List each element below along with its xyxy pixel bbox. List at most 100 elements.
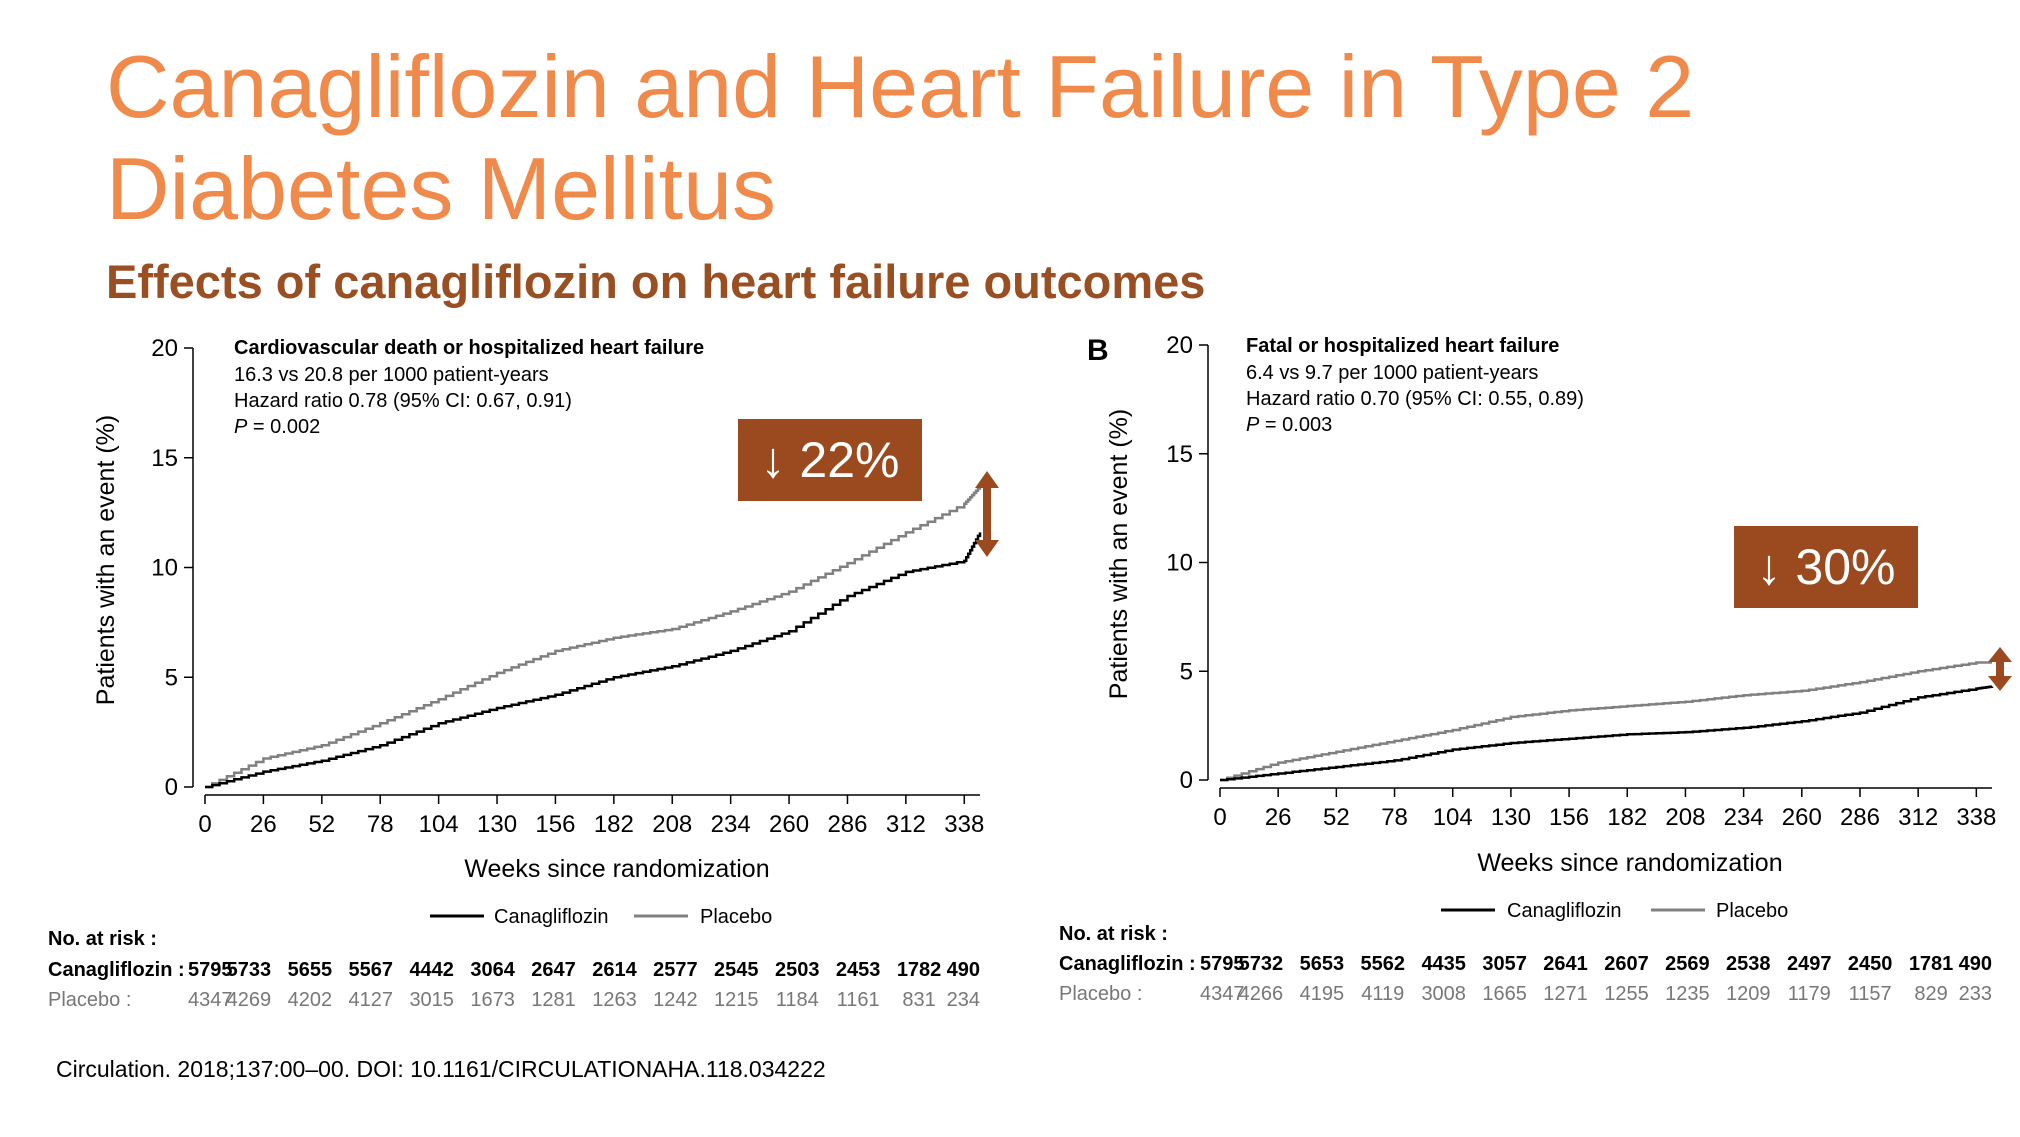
risk-cell: 1271: [1543, 983, 1588, 1005]
risk-cell: 4442: [409, 959, 454, 981]
legend-label-placebo: Placebo: [1716, 900, 1788, 922]
chart-title: Fatal or hospitalized heart failure: [1246, 335, 1559, 357]
x-tick-label: 260: [1782, 804, 1822, 831]
risk-cell: 5795: [1200, 953, 1245, 975]
x-tick-label: 234: [711, 811, 751, 838]
series-line-placebo: [205, 486, 982, 789]
risk-cell: 1255: [1604, 983, 1649, 1005]
risk-cell: 2641: [1543, 953, 1588, 975]
risk-cell: 1209: [1726, 983, 1771, 1005]
risk-cell: 3015: [409, 989, 454, 1011]
p-value: = 0.003: [1259, 414, 1332, 436]
p-label: P: [234, 416, 248, 438]
y-tick-label: 20: [151, 335, 178, 362]
risk-cell: 831: [902, 989, 935, 1011]
risk-cell: 4127: [349, 989, 394, 1011]
risk-cell: 1665: [1482, 983, 1527, 1005]
risk-cell: 3064: [470, 959, 515, 981]
x-tick-label: 156: [1549, 804, 1589, 831]
risk-cell: 4266: [1239, 983, 1284, 1005]
difference-arrow: [1988, 647, 2012, 691]
risk-cell: 1782: [897, 959, 942, 981]
legend-label-canagliflozin: Canagliflozin: [1507, 900, 1622, 922]
series-line-placebo: [1220, 661, 1992, 782]
risk-label-canagliflozin: Canagliflozin :: [48, 959, 185, 981]
panel-marker: B: [1087, 334, 1109, 367]
reduction-label: ↓ 22%: [761, 432, 900, 488]
x-axis-label: Weeks since randomization: [1477, 849, 1782, 877]
risk-cell: 4269: [227, 989, 272, 1011]
y-tick-label: 10: [1166, 550, 1193, 577]
chart-cv-death-hhf: Cardiovascular death or hospitalized hea…: [48, 335, 999, 1011]
risk-cell: 2538: [1726, 953, 1771, 975]
risk-cell: 233: [1959, 983, 1992, 1005]
y-tick-label: 20: [1166, 332, 1193, 359]
x-tick-label: 208: [1665, 804, 1705, 831]
slide-subtitle: Effects of canagliflozin on heart failur…: [106, 255, 1206, 308]
y-tick-label: 5: [165, 664, 178, 691]
x-tick-label: 156: [535, 811, 575, 838]
legend: Canagliflozin Placebo: [1441, 900, 1788, 922]
risk-label-placebo: Placebo :: [48, 989, 131, 1011]
risk-cell: 3008: [1421, 983, 1466, 1005]
risk-cell: 2503: [775, 959, 820, 981]
reduction-box: [738, 419, 922, 501]
x-tick-label: 312: [1898, 804, 1938, 831]
p-label: P: [1246, 414, 1260, 436]
x-axis-label: Weeks since randomization: [464, 855, 769, 883]
x-tick-label: 0: [1213, 804, 1226, 831]
annotation-p-value: P = 0.003: [1246, 414, 1332, 436]
y-axis-label: Patients with an event (%): [1105, 409, 1133, 699]
risk-cell: 2614: [592, 959, 637, 981]
x-tick-label: 130: [1491, 804, 1531, 831]
risk-cell: 1281: [531, 989, 576, 1011]
risk-cell: 2450: [1848, 953, 1893, 975]
risk-label-placebo: Placebo :: [1059, 983, 1142, 1005]
x-tick-label: 286: [1840, 804, 1880, 831]
risk-cell: 1161: [837, 989, 880, 1011]
x-tick-label: 78: [1381, 804, 1408, 831]
legend-label-placebo: Placebo: [700, 906, 772, 928]
annotation-hazard-ratio: Hazard ratio 0.78 (95% CI: 0.67, 0.91): [234, 390, 572, 412]
x-tick-label: 26: [250, 811, 277, 838]
risk-cell: 5795: [188, 959, 233, 981]
annotation-rate: 6.4 vs 9.7 per 1000 patient-years: [1246, 362, 1538, 384]
annotation-rate: 16.3 vs 20.8 per 1000 patient-years: [234, 364, 549, 386]
reduction-label: ↓ 30%: [1757, 539, 1896, 595]
x-tick-label: 312: [886, 811, 926, 838]
risk-cell: 5655: [288, 959, 333, 981]
citation: Circulation. 2018;137:00–00. DOI: 10.116…: [56, 1056, 826, 1082]
x-tick-label: 104: [419, 811, 459, 838]
x-tick-label: 52: [308, 811, 335, 838]
risk-cell: 829: [1914, 983, 1947, 1005]
series-line-canagliflozin: [205, 532, 982, 789]
risk-cell: 4347: [188, 989, 233, 1011]
x-tick-label: 182: [1607, 804, 1647, 831]
risk-cell: 2497: [1787, 953, 1832, 975]
risk-cell: 5567: [349, 959, 394, 981]
risk-table: No. at risk : Canagliflozin : Placebo : …: [1059, 923, 1992, 1005]
risk-cell: 4347: [1200, 983, 1245, 1005]
y-tick-label: 15: [1166, 441, 1193, 468]
slide-title: Canagliflozin and Heart Failure in Type …: [106, 37, 1695, 238]
risk-cell: 2647: [531, 959, 576, 981]
x-tick-label: 338: [944, 811, 984, 838]
risk-header: No. at risk :: [1059, 923, 1168, 945]
risk-cell: 1673: [470, 989, 515, 1011]
risk-cell: 4435: [1421, 953, 1466, 975]
risk-cell: 1157: [1849, 983, 1892, 1005]
reduction-box: [1734, 526, 1918, 608]
chart-title: Cardiovascular death or hospitalized hea…: [234, 337, 704, 359]
p-value: = 0.002: [247, 416, 320, 438]
risk-cell: 2453: [836, 959, 881, 981]
chart-fatal-hhf: Fatal or hospitalized heart failure 6.4 …: [1059, 332, 2012, 1005]
risk-cell: 5732: [1239, 953, 1284, 975]
risk-cell: 1242: [653, 989, 698, 1011]
risk-label-canagliflozin: Canagliflozin :: [1059, 953, 1196, 975]
risk-cell: 1179: [1788, 983, 1831, 1005]
risk-cell: 1215: [714, 989, 759, 1011]
risk-cell: 1263: [592, 989, 637, 1011]
x-tick-label: 234: [1724, 804, 1764, 831]
risk-table: No. at risk : Canagliflozin : Placebo : …: [48, 928, 980, 1011]
risk-cell: 2577: [653, 959, 698, 981]
